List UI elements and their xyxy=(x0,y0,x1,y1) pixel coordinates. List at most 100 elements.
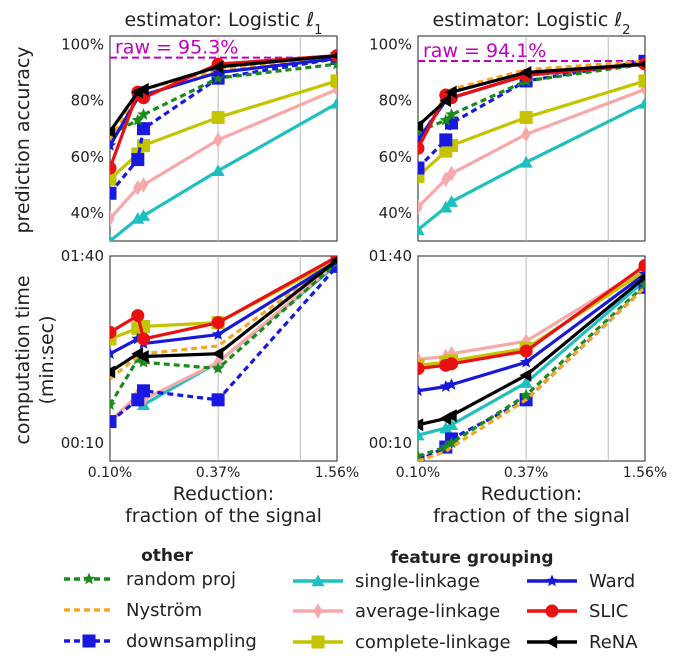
data-point-complete-linkage xyxy=(330,74,337,88)
legend-label: single-linkage xyxy=(355,571,480,592)
data-point-single-linkage xyxy=(418,223,425,235)
data-point-rena xyxy=(110,124,116,138)
legend-marker xyxy=(311,574,325,587)
data-point-downsampling xyxy=(211,393,225,407)
data-point-rena xyxy=(638,273,645,281)
data-point-complete-linkage xyxy=(110,332,117,346)
data-point-random-proj xyxy=(211,71,225,84)
legend-label: downsampling xyxy=(126,631,257,652)
data-point-rena xyxy=(330,52,337,60)
series-group-time xyxy=(110,256,337,430)
legend-label: Nyström xyxy=(126,600,202,621)
x-tick-label: 0.10% xyxy=(396,465,440,481)
data-point-random-proj xyxy=(330,57,337,70)
data-point-single-linkage xyxy=(330,96,337,109)
data-point-single-linkage xyxy=(445,195,459,207)
series-line-random-proj xyxy=(110,62,337,136)
legend-marker xyxy=(545,574,559,587)
legend-item-single-linkage: single-linkage xyxy=(293,571,480,592)
data-point-random-proj xyxy=(439,113,452,126)
data-point-downsampling xyxy=(439,133,453,147)
data-point-slic xyxy=(418,141,425,155)
data-point-complete-linkage xyxy=(110,172,117,186)
data-point-downsampling xyxy=(137,122,151,136)
data-point-random-proj xyxy=(137,355,150,368)
legend-title-other: other xyxy=(141,546,193,566)
data-point-complete-linkage xyxy=(418,169,425,183)
data-point-random-proj xyxy=(418,449,425,461)
legend-item-average-linkage: average-linkage xyxy=(293,601,500,622)
legend-label: ReNA xyxy=(589,632,638,653)
legend-label: average-linkage xyxy=(355,601,500,622)
y-axis-label: prediction accuracy xyxy=(12,46,34,233)
legend-marker xyxy=(313,603,323,619)
x-tick-label: 0.37% xyxy=(504,465,548,481)
data-point-rena xyxy=(110,365,116,379)
x-tick-label: 1.56% xyxy=(623,465,667,481)
data-point-rena xyxy=(519,368,532,382)
data-point-single-linkage xyxy=(137,209,151,221)
legend-item-downsampling: downsampling xyxy=(64,631,257,652)
x-tick-label: 1.56% xyxy=(315,465,359,481)
y-tick-label: 40% xyxy=(379,204,412,222)
data-point-random-proj xyxy=(137,108,150,120)
y-axis-label: computation time xyxy=(12,275,34,444)
legend-title-grouping: feature grouping xyxy=(390,548,553,568)
data-point-downsampling xyxy=(418,454,425,461)
data-point-slic xyxy=(445,357,459,371)
y-tick-label: 00:10 xyxy=(61,434,104,452)
data-point-random-proj xyxy=(638,278,645,291)
data-point-rena xyxy=(211,347,224,361)
legend-item-random-proj: random proj xyxy=(64,569,236,590)
data-point-slic xyxy=(110,325,117,339)
data-point-random-proj xyxy=(211,362,225,374)
data-point-random-proj xyxy=(445,108,458,120)
data-point-average-linkage xyxy=(213,132,223,148)
y-tick-label: 100% xyxy=(369,35,412,53)
series-group-acc xyxy=(418,54,645,235)
data-point-single-linkage xyxy=(638,96,645,109)
legend-label: random proj xyxy=(126,569,236,590)
y-tick-label: 00:10 xyxy=(369,434,412,452)
data-point-slic xyxy=(638,258,645,272)
legend-item-slic: SLIC xyxy=(527,601,628,622)
data-point-complete-linkage xyxy=(211,110,225,124)
data-point-rena xyxy=(445,409,457,423)
x-axis-label: fraction of the signal xyxy=(125,505,322,527)
y-tick-label: 40% xyxy=(71,204,104,222)
legend-marker xyxy=(82,634,96,648)
y-tick-label: 01:40 xyxy=(61,247,104,265)
data-point-average-linkage xyxy=(521,126,531,143)
series-group-acc xyxy=(110,49,337,241)
data-point-rena xyxy=(211,60,224,74)
data-point-slic xyxy=(110,161,117,175)
raw-accuracy-label: raw = 95.3% xyxy=(115,37,238,59)
data-point-random-proj xyxy=(131,113,144,126)
data-point-random-proj xyxy=(519,388,533,401)
legend-item-nystrom: Nyström xyxy=(64,600,202,621)
data-point-rena xyxy=(418,418,424,432)
x-axis-label: Reduction: xyxy=(173,483,274,505)
x-tick-label: 0.10% xyxy=(88,465,132,481)
data-point-downsampling xyxy=(418,161,425,175)
data-point-single-linkage xyxy=(418,428,425,441)
y-tick-label: 01:40 xyxy=(369,247,412,265)
legend-item-complete-linkage: complete-linkage xyxy=(293,632,511,653)
data-point-ward xyxy=(519,355,533,368)
series-line-random-proj xyxy=(110,261,337,406)
y-tick-label: 60% xyxy=(71,148,104,166)
y-tick-label: 100% xyxy=(61,35,104,53)
data-point-single-linkage xyxy=(211,164,225,176)
data-point-rena xyxy=(137,82,149,96)
y-tick-label: 80% xyxy=(71,92,104,110)
data-point-slic xyxy=(418,362,425,376)
data-point-single-linkage xyxy=(439,421,453,434)
data-point-ward xyxy=(211,328,225,340)
data-point-slic xyxy=(211,316,225,330)
data-point-rena xyxy=(418,119,424,133)
legend-marker xyxy=(311,635,325,649)
data-point-rena xyxy=(638,60,645,68)
y-tick-label: 60% xyxy=(379,148,412,166)
data-point-downsampling xyxy=(137,384,151,398)
